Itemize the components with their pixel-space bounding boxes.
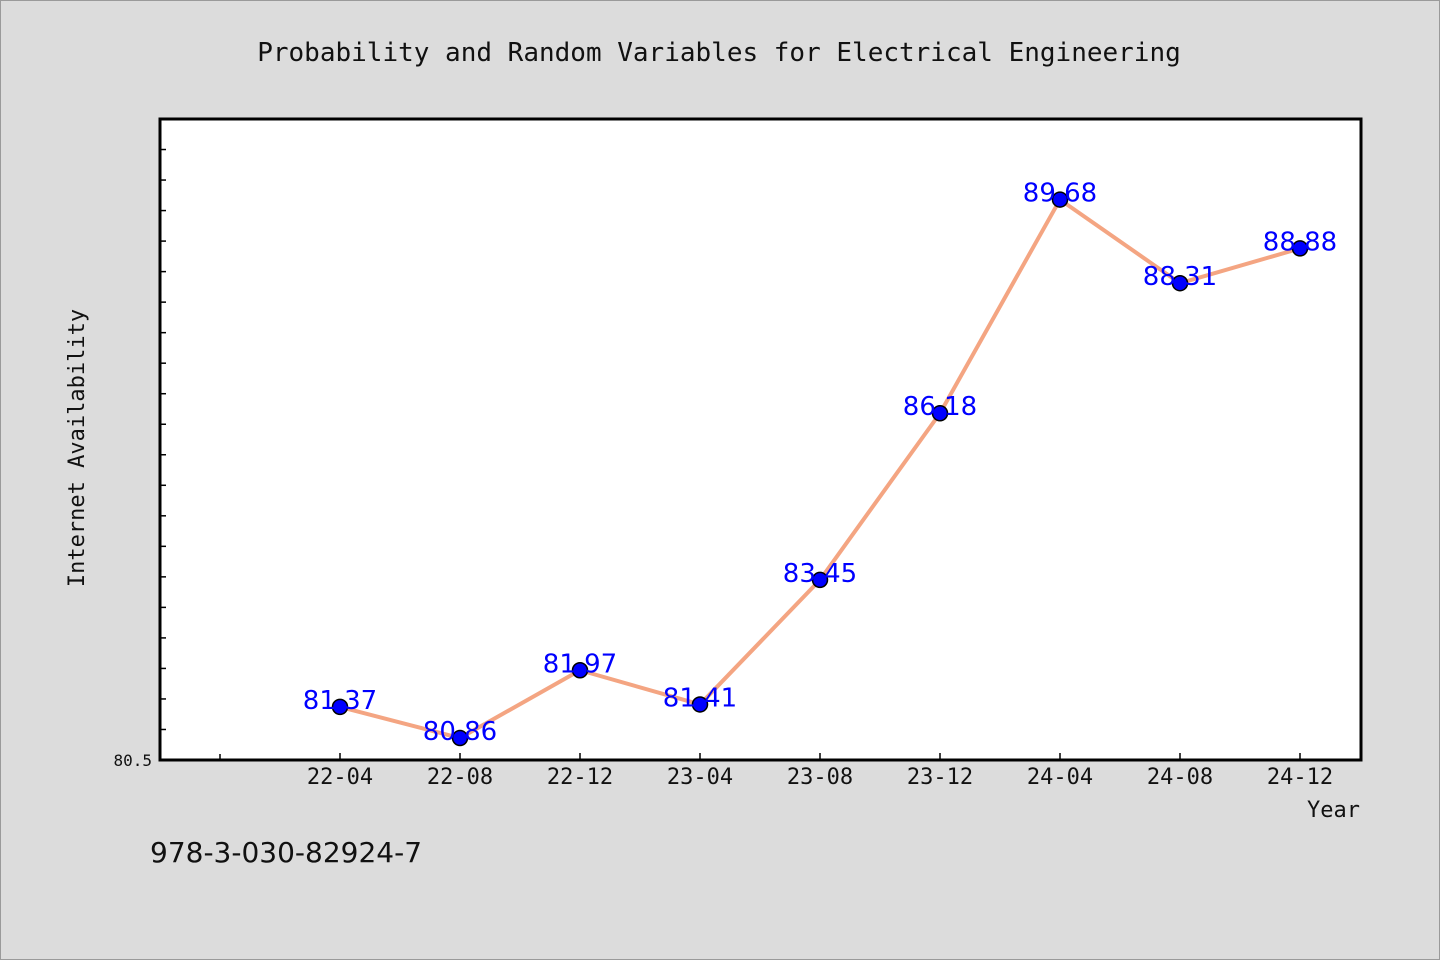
data-point-marker — [1171, 274, 1189, 292]
data-point-marker — [1291, 240, 1309, 257]
data-point-marker — [691, 696, 709, 713]
x-axis-ticks — [219, 753, 1301, 760]
data-label: 88.88 — [1263, 227, 1337, 257]
data-label: 83.45 — [783, 559, 857, 589]
plot-area — [158, 117, 1363, 762]
x-tick-labels: 22-04 22-08 22-12 23-04 23-08 23-12 24-04 24-08… — [307, 765, 1333, 790]
data-point-marker — [331, 698, 349, 716]
chart-title: Probability and Random Variables for Ele… — [257, 38, 1181, 68]
data-point-marker — [451, 729, 469, 747]
y-axis-label: Internet Availability — [65, 309, 90, 587]
x-tick-label: 23-08 — [787, 765, 853, 790]
x-tick-label: 23-12 — [907, 765, 973, 790]
data-label: 89.68 — [1023, 179, 1097, 209]
x-axis-label: Year — [1307, 798, 1360, 823]
data-point-marker — [811, 571, 829, 589]
data-label: 86.18 — [903, 392, 977, 422]
y-axis-ticks — [160, 118, 166, 761]
x-tick-label: 24-08 — [1147, 765, 1213, 790]
x-tick-label: 22-12 — [547, 765, 613, 790]
x-tick-label: 24-04 — [1027, 765, 1093, 790]
data-label: 80.86 — [423, 717, 497, 747]
data-point-marker — [931, 404, 949, 422]
data-label: 81.41 — [663, 683, 737, 713]
x-tick-label: 24-12 — [1267, 765, 1333, 790]
data-point-marker — [571, 662, 589, 679]
data-point-marker — [1051, 191, 1069, 208]
data-label: 88.31 — [1143, 262, 1217, 292]
x-tick-label: 23-04 — [667, 765, 733, 790]
data-label: 81.97 — [543, 649, 617, 679]
x-tick-label: 22-04 — [307, 765, 373, 790]
x-tick-label: 22-08 — [427, 765, 493, 790]
series-group: 81.37 80.86 81.97 81.41 83.45 86.18 89.68 88.31… — [303, 179, 1337, 747]
isbn-footer: 978-3-030-82924-7 — [150, 836, 422, 869]
data-label: 81.37 — [303, 686, 377, 716]
y-tick-label: 80.5 — [113, 751, 152, 770]
